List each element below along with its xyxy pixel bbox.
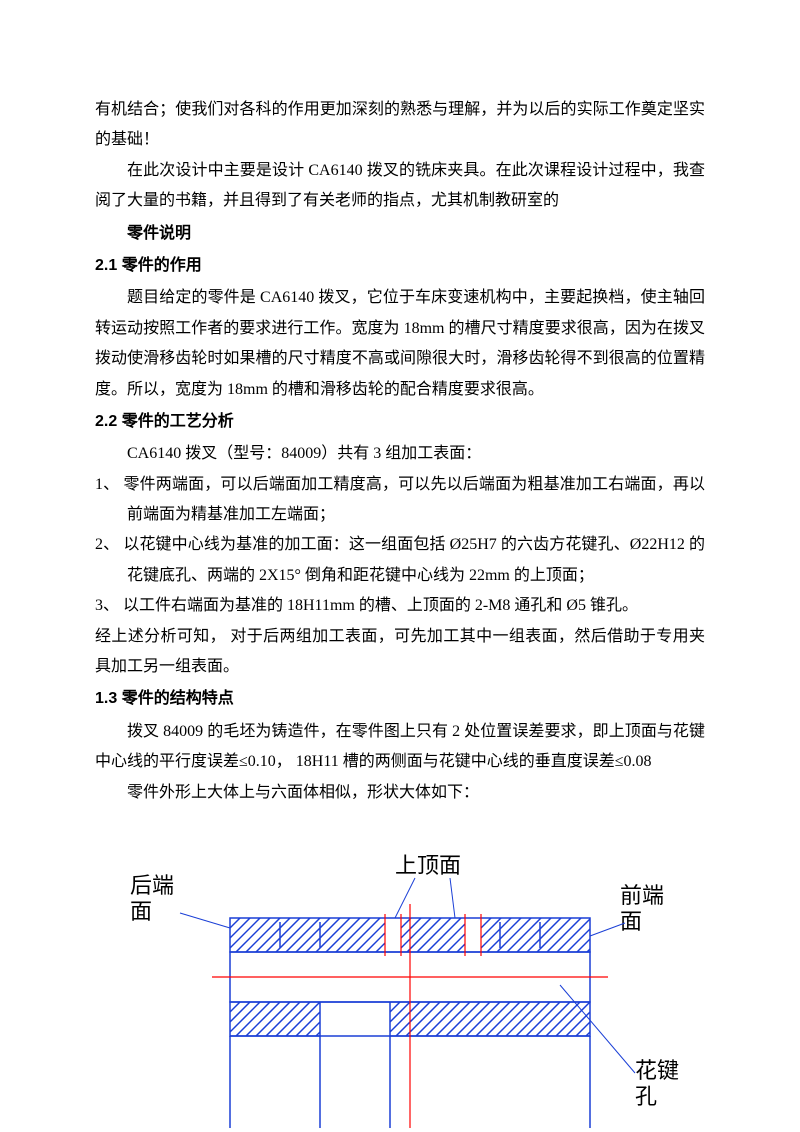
list-item: 1、 零件两端面，可以后端面加工精度高，可以先以后端面为粗基准加工右端面，再以前… bbox=[95, 470, 705, 531]
paragraph: CA6140 拨叉（型号：84009）共有 3 组加工表面： bbox=[95, 439, 705, 469]
section-title: 零件说明 bbox=[127, 219, 705, 249]
document-page: 有机结合；使我们对各科的作用更加深刻的熟悉与理解，并为以后的实际工作奠定坚实的基… bbox=[0, 0, 800, 1132]
paragraph: 经上述分析可知， 对于后两组加工表面，可先加工其中一组表面，然后借助于专用夹具加… bbox=[95, 622, 705, 683]
svg-text:花键孔: 花键孔 bbox=[635, 1058, 679, 1109]
part-diagram: 上顶面后端面 前端面花键孔 bbox=[95, 828, 705, 1128]
paragraph: 题目给定的零件是 CA6140 拨叉，它位于车床变速机构中，主要起换档，使主轴回… bbox=[95, 283, 705, 405]
svg-text:后端面: 后端面 bbox=[130, 873, 174, 924]
list-item: 3、 以工件右端面为基准的 18H11mm 的槽、上顶面的 2-M8 通孔和 Ø… bbox=[95, 591, 705, 621]
paragraph: 零件外形上大体上与六面体相似，形状大体如下： bbox=[95, 778, 705, 808]
svg-text:上顶面: 上顶面 bbox=[395, 853, 461, 878]
paragraph: 有机结合；使我们对各科的作用更加深刻的熟悉与理解，并为以后的实际工作奠定坚实的基… bbox=[95, 95, 705, 156]
subsection-title: 2.1 零件的作用 bbox=[95, 251, 705, 281]
subsection-title: 1.3 零件的结构特点 bbox=[95, 684, 705, 714]
paragraph: 在此次设计中主要是设计 CA6140 拨叉的铣床夹具。在此次课程设计过程中，我查… bbox=[95, 156, 705, 217]
list-item: 2、 以花键中心线为基准的加工面：这一组面包括 Ø25H7 的六齿方花键孔、Ø2… bbox=[95, 530, 705, 591]
paragraph: 拨叉 84009 的毛坯为铸造件，在零件图上只有 2 处位置误差要求，即上顶面与… bbox=[95, 717, 705, 778]
svg-text:前端面: 前端面 bbox=[620, 883, 664, 934]
subsection-title: 2.2 零件的工艺分析 bbox=[95, 407, 705, 437]
